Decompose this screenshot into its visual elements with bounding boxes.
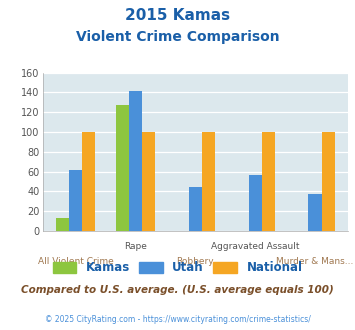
Bar <box>322 132 335 231</box>
Bar <box>202 132 215 231</box>
Text: Rape: Rape <box>124 242 147 251</box>
Text: Aggravated Assault: Aggravated Assault <box>211 242 299 251</box>
Text: All Violent Crime: All Violent Crime <box>38 257 113 266</box>
Bar <box>56 218 69 231</box>
Text: © 2025 CityRating.com - https://www.cityrating.com/crime-statistics/: © 2025 CityRating.com - https://www.city… <box>45 315 310 324</box>
Text: Murder & Mans...: Murder & Mans... <box>276 257 354 266</box>
Legend: Kamas, Utah, National: Kamas, Utah, National <box>48 257 307 279</box>
Bar <box>142 132 155 231</box>
Bar <box>82 132 95 231</box>
Bar <box>69 170 82 231</box>
Text: Violent Crime Comparison: Violent Crime Comparison <box>76 30 279 44</box>
Text: Compared to U.S. average. (U.S. average equals 100): Compared to U.S. average. (U.S. average … <box>21 285 334 295</box>
Bar <box>262 132 275 231</box>
Text: Robbery: Robbery <box>176 257 214 266</box>
Bar <box>129 91 142 231</box>
Bar <box>116 105 129 231</box>
Text: 2015 Kamas: 2015 Kamas <box>125 8 230 23</box>
Bar <box>248 175 262 231</box>
Bar <box>308 194 322 231</box>
Bar <box>189 187 202 231</box>
